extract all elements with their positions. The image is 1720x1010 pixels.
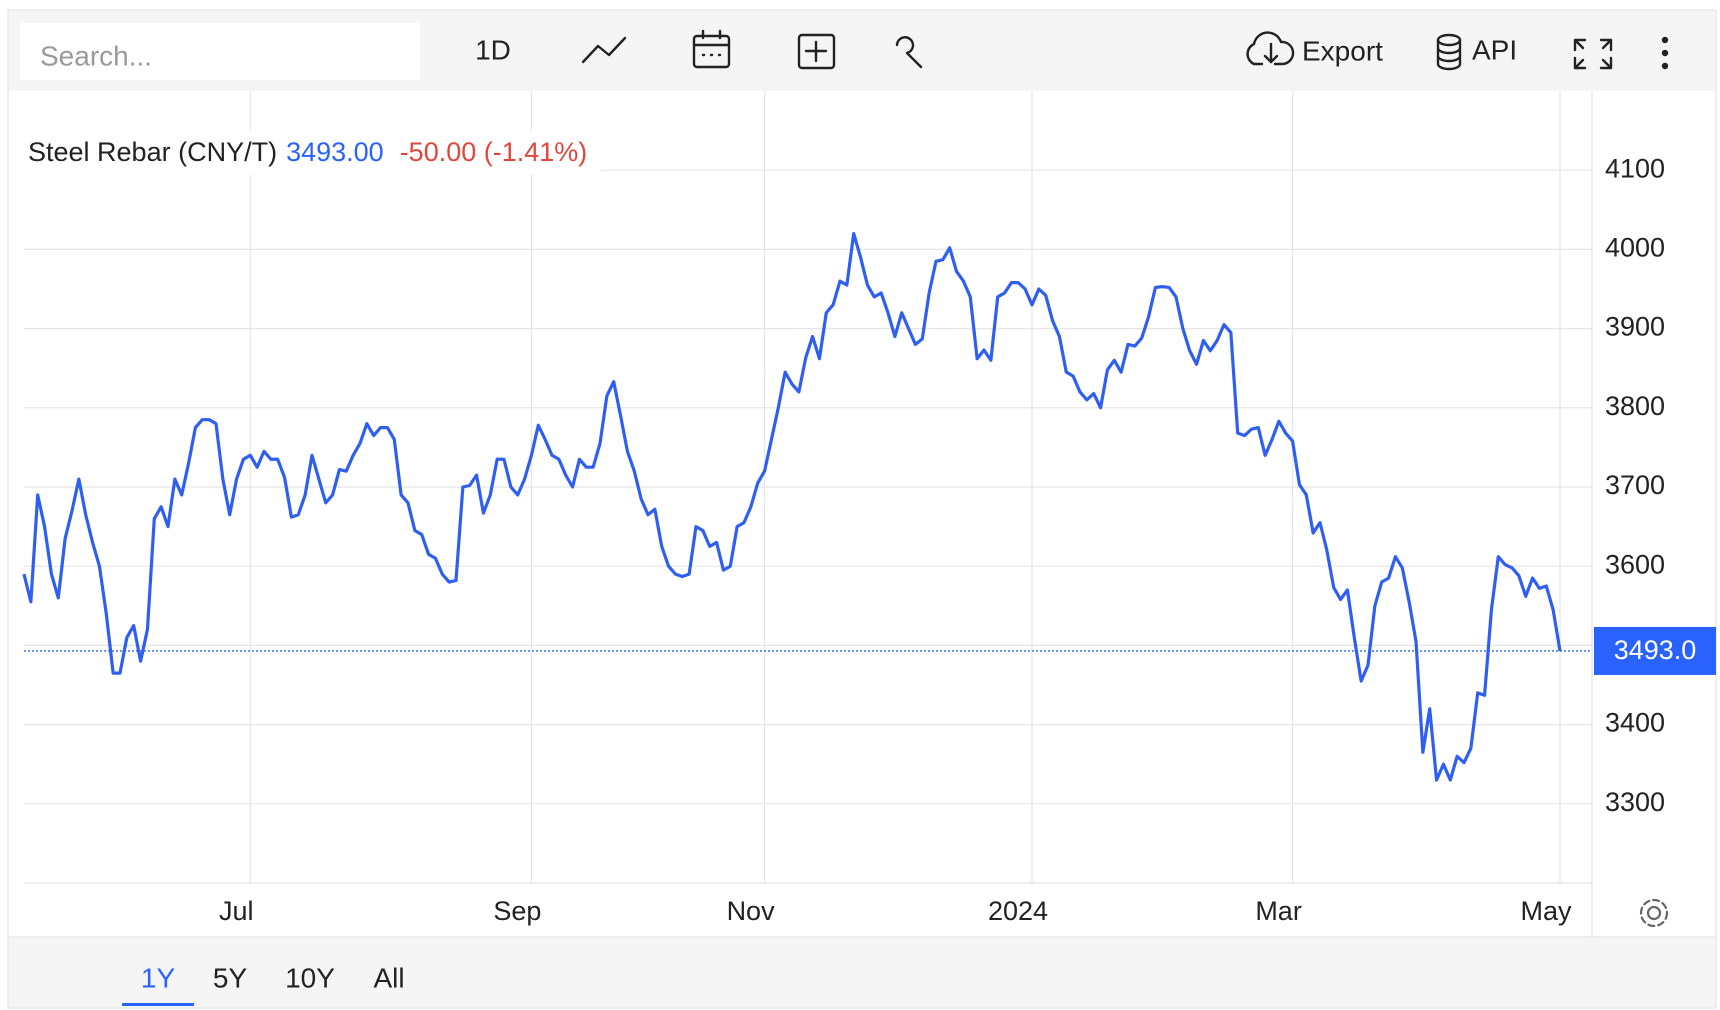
y-tick-label: 4000 (1605, 233, 1665, 263)
export-button[interactable]: Export (1302, 35, 1383, 66)
plot-area: 330034003500360037003800390040004100JulS… (22, 91, 1716, 937)
frame (7, 9, 1717, 1009)
range-buttons: 1Y 5Y 10Y All (122, 962, 405, 1006)
y-tick-label: 3800 (1605, 391, 1665, 421)
range-bar (9, 938, 1715, 1007)
legend-series-name: Steel Rebar (CNY/T) (28, 137, 277, 167)
last-value-box (1594, 626, 1716, 675)
price-line (22, 231, 1562, 782)
y-tick-label: 3900 (1605, 312, 1665, 342)
y-tick-label: 3700 (1605, 470, 1665, 500)
range-button[interactable]: 1Y (141, 962, 176, 993)
x-tick-label: Nov (727, 896, 776, 926)
y-tick-label: 3400 (1605, 708, 1665, 738)
legend-price: 3493.00 (286, 137, 384, 167)
x-tick-label: Sep (493, 896, 541, 926)
range-button[interactable]: 10Y (285, 962, 335, 993)
y-tick-label: 4100 (1605, 153, 1665, 183)
calendar-icon[interactable] (692, 29, 731, 69)
interval-button[interactable]: 1D (475, 34, 511, 65)
api-button[interactable]: API (1472, 34, 1517, 65)
settings-icon[interactable] (1639, 898, 1669, 928)
search-placeholder: Search... (40, 40, 152, 71)
range-active-underline (122, 1003, 194, 1006)
wrench-icon[interactable] (895, 36, 923, 69)
y-tick-label: 3300 (1605, 787, 1665, 817)
search-box[interactable] (20, 23, 420, 80)
x-tick-label: Mar (1255, 896, 1302, 926)
range-button[interactable]: 5Y (213, 962, 248, 993)
x-tick-label: Jul (219, 896, 254, 926)
chart-type-icon[interactable] (581, 36, 627, 64)
fullscreen-icon[interactable] (1573, 38, 1613, 70)
range-button[interactable]: All (373, 962, 404, 993)
y-tick-label: 3600 (1605, 549, 1665, 579)
x-tick-label: May (1520, 896, 1572, 926)
export-icon[interactable] (1246, 31, 1295, 66)
legend-box (24, 131, 602, 175)
legend-change: -50.00 (-1.41%) (400, 137, 588, 167)
last-value-label: 3493.0 (1614, 635, 1697, 665)
api-icon[interactable] (1436, 33, 1462, 71)
menu-icon[interactable] (1661, 36, 1669, 70)
add-icon[interactable] (797, 33, 836, 70)
x-tick-label: 2024 (988, 896, 1048, 926)
